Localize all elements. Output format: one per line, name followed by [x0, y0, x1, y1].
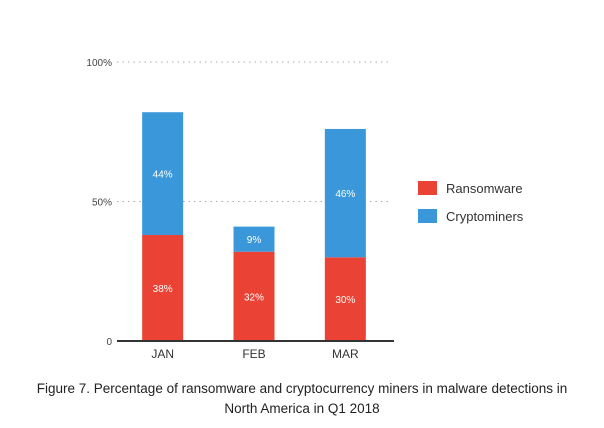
data-label: 32% — [244, 292, 264, 303]
caption-line-2: North America in Q1 2018 — [224, 401, 380, 416]
legend-label: Ransomware — [446, 180, 523, 196]
data-label: 38% — [153, 284, 173, 295]
y-tick-label: 50% — [92, 198, 112, 209]
legend-item-cryptominers: Cryptominers — [418, 207, 523, 225]
legend-label: Cryptominers — [446, 208, 524, 224]
bar-cryptominers-feb — [233, 226, 275, 252]
x-tick-label: FEB — [242, 347, 265, 361]
legend-swatch-ransomware — [418, 181, 437, 195]
bar-ransomware-feb — [233, 251, 275, 341]
figure-caption: Figure 7. Percentage of ransomware and c… — [0, 379, 604, 419]
bar-ransomware-mar — [324, 257, 366, 341]
y-tick-label: 100% — [86, 58, 112, 69]
x-tick-label: MAR — [332, 347, 359, 361]
data-label: 30% — [335, 295, 355, 306]
bar-cryptominers-mar — [324, 128, 366, 258]
legend: Ransomware Cryptominers — [418, 179, 523, 235]
y-tick-label: 0 — [106, 337, 112, 348]
x-tick-label: JAN — [151, 347, 174, 361]
bar-ransomware-jan — [142, 234, 184, 341]
legend-item-ransomware: Ransomware — [418, 179, 523, 197]
data-label: 44% — [153, 170, 173, 181]
caption-line-1: Figure 7. Percentage of ransomware and c… — [36, 381, 568, 396]
bar-cryptominers-jan — [142, 112, 184, 235]
data-label: 9% — [247, 235, 262, 246]
legend-swatch-cryptominers — [418, 209, 437, 223]
data-label: 46% — [335, 189, 355, 200]
